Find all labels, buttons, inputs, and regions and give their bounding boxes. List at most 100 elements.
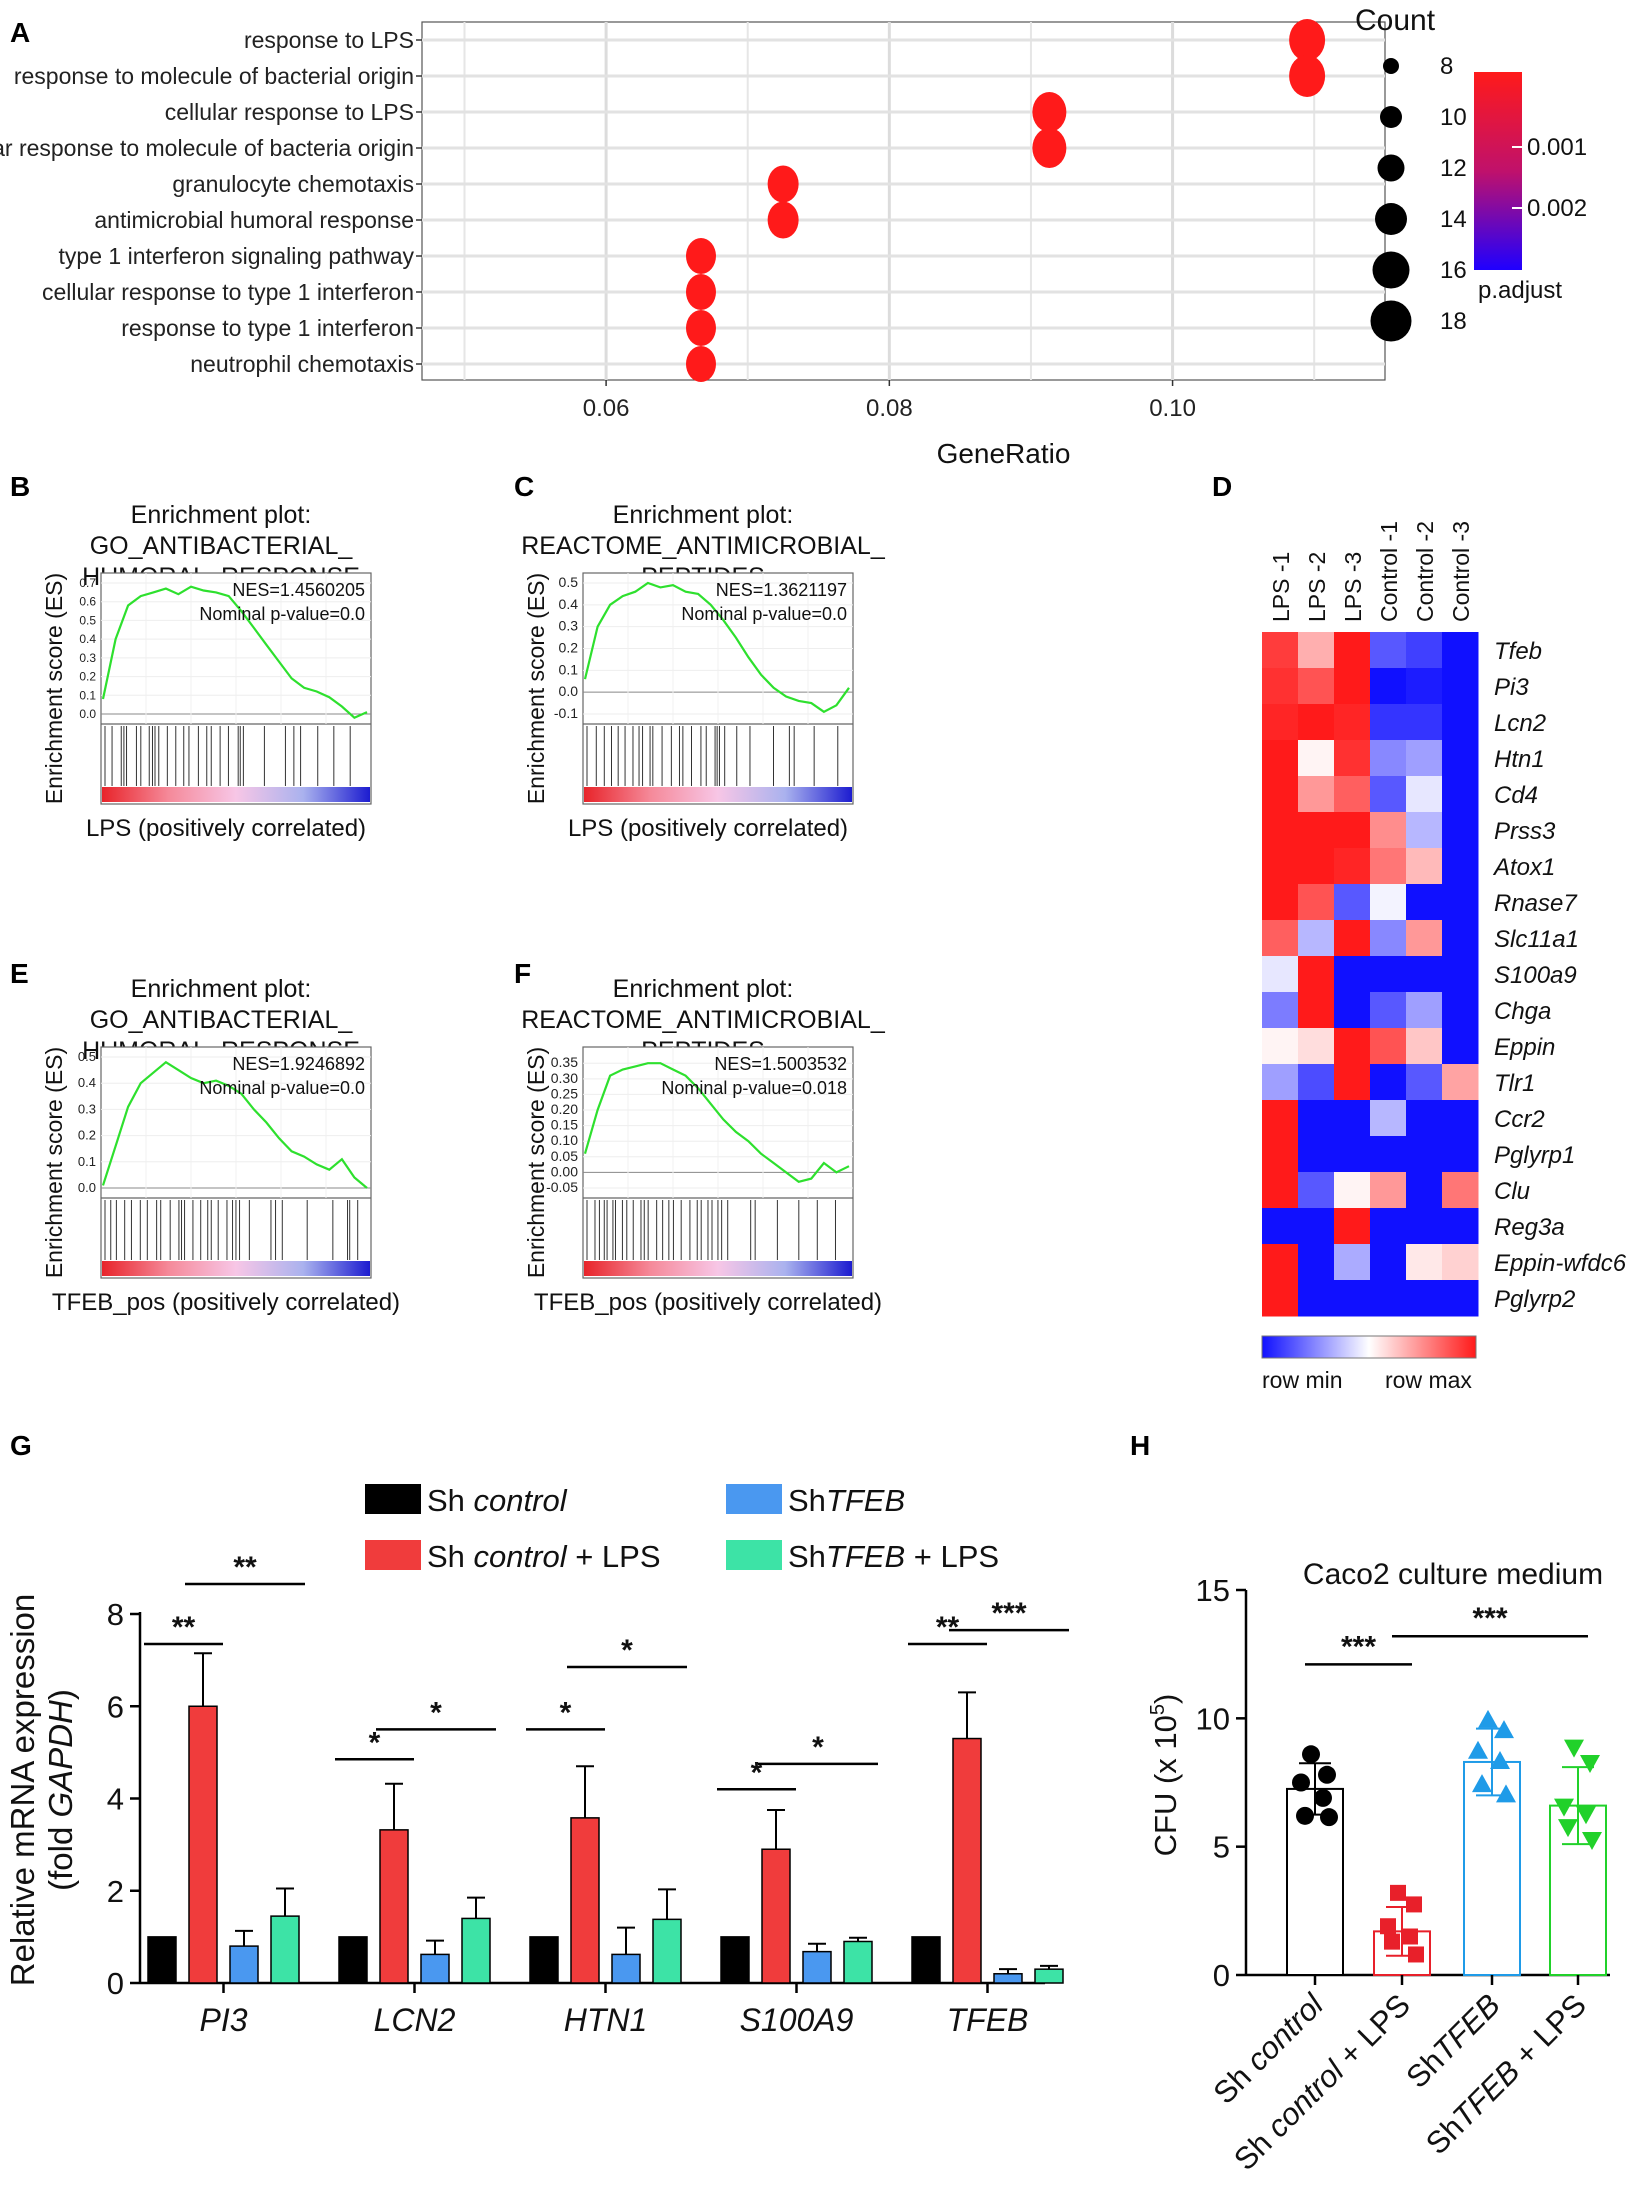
significance-label: * [430, 1696, 442, 1729]
bar-mark [720, 1936, 750, 1984]
legend-min-label: row min [1262, 1367, 1343, 1393]
bar-mark [147, 1936, 177, 1984]
es-curve [101, 1060, 368, 1189]
text-span: TFEB [826, 1483, 905, 1518]
pvalue-label: Nominal p-value=0.0 [199, 604, 365, 624]
y-tick-label: 0.0 [559, 683, 579, 699]
bar-mark [461, 1917, 491, 1984]
data-point [1384, 1933, 1400, 1950]
es-curve [101, 585, 368, 719]
heatmap-cell [1298, 668, 1335, 705]
y-axis-label: CFU (x 105) [1147, 1694, 1183, 1857]
y-tick-label: response to type 1 interferon [121, 315, 414, 341]
heatmap-cell [1406, 1136, 1443, 1173]
heatmap-cell [1406, 668, 1443, 705]
bar-mark [229, 1945, 259, 1984]
heatmap-cell [1334, 992, 1371, 1029]
x-tick-label: TFEB [947, 2002, 1029, 2038]
color-bar-title: p.adjust [1478, 277, 1562, 304]
y-tick-label: 0.20 [551, 1101, 578, 1117]
heatmap-cell [1442, 1064, 1479, 1101]
y-tick-label: 8 [107, 1597, 124, 1632]
heatmap-row-label: Pglyrp1 [1494, 1142, 1575, 1169]
count-legend-label: 18 [1440, 308, 1467, 335]
y-tick-label: response to LPS [244, 27, 414, 53]
legend-max-label: row max [1385, 1367, 1472, 1393]
dot-mark [685, 310, 716, 346]
heatmap-cell [1442, 1244, 1479, 1281]
panel-b-enrichment-plot: Enrichment plot:GO_ANTIBACTERIAL_HUMORAL… [41, 501, 372, 842]
panel-d-heatmap: LPS -1 LPS -2 LPS -3 Control -1 Control -2 Co… [1261, 521, 1627, 1393]
y-tick-label: 0.3 [79, 651, 96, 665]
count-legend-label: 16 [1440, 257, 1467, 284]
x-tick-label: PI3 [199, 2002, 247, 2038]
heatmap-cell [1406, 704, 1443, 741]
text-span: TFEB [1426, 1987, 1507, 2068]
heatmap-row-label: Rnase7 [1494, 890, 1578, 917]
y-tick-label: 0 [107, 1966, 124, 2001]
heatmap-cell [1334, 812, 1371, 849]
bar-mark [420, 1953, 450, 1984]
heatmap-cell [1334, 632, 1371, 669]
text-span: Sh [427, 1539, 474, 1574]
data-point [1478, 1709, 1498, 1728]
y-tick-label: 0.5 [559, 574, 579, 590]
dot-mark [1289, 55, 1326, 97]
heatmap-cell [1370, 1172, 1407, 1209]
y-axis-label: Relative mRNA expression [4, 1594, 41, 1987]
heatmap-row-label: S100a9 [1494, 962, 1577, 989]
rank-color-bar [584, 787, 852, 802]
data-point [1380, 1918, 1396, 1935]
heatmap-cell [1262, 704, 1299, 741]
y-tick-label: 0.4 [559, 596, 579, 612]
x-tick-label: 0.08 [866, 395, 913, 422]
panel-letter-c: C [514, 471, 534, 502]
text-span: ) [42, 1689, 79, 1700]
heatmap-column-label: LPS -3 [1340, 552, 1366, 622]
plot-frame [421, 21, 1386, 381]
heatmap-row-label: Eppin-wfdc6 [1494, 1250, 1627, 1277]
heatmap-cell [1298, 1100, 1335, 1137]
heatmap-cell [1370, 1280, 1407, 1317]
bar-mark [911, 1936, 941, 1984]
heatmap-cell [1442, 740, 1479, 777]
heatmap-row-label: Tfeb [1494, 638, 1542, 665]
heatmap-cell [1334, 1100, 1371, 1137]
heatmap-cell [1262, 1136, 1299, 1173]
dot-mark [1032, 128, 1067, 168]
y-tick-label: 0.5 [79, 613, 96, 627]
dot-mark [1289, 19, 1326, 61]
heatmap-cell [1298, 812, 1335, 849]
text-span: CFU (x 10 [1148, 1715, 1183, 1856]
data-point [1554, 1798, 1574, 1817]
y-tick-label: 6 [107, 1689, 124, 1724]
heatmap-cell [1298, 1244, 1335, 1281]
y-axis-label: Enrichment score (ES) [523, 1047, 549, 1278]
heatmap-cell [1262, 1280, 1299, 1317]
heatmap-row-label: Atox1 [1492, 854, 1555, 881]
y-tick-label: 0.10 [551, 1132, 578, 1148]
heatmap-cell [1442, 704, 1479, 741]
bar-mark [952, 1737, 982, 1984]
legend-label: ShTFEB + LPS [788, 1539, 999, 1574]
x-tick-label: LCN2 [374, 2002, 456, 2038]
heatmap-cell [1370, 1064, 1407, 1101]
heatmap-row-label: Chga [1494, 998, 1551, 1025]
y-axis-label: Enrichment score (ES) [523, 573, 549, 804]
heatmap-cell [1442, 1280, 1479, 1317]
data-point [1494, 1720, 1514, 1739]
y-tick-label: neutrophil chemotaxis [190, 351, 414, 377]
heatmap-cell [1334, 1028, 1371, 1065]
heatmap-row-label: Pglyrp2 [1494, 1286, 1575, 1313]
dot-mark [767, 201, 799, 239]
bar-mark [761, 1848, 791, 1984]
significance-label: * [369, 1726, 381, 1759]
y-tick-label: 0.30 [551, 1070, 578, 1086]
legend-swatch [726, 1484, 782, 1514]
heatmap-row-label: Reg3a [1494, 1214, 1565, 1241]
y-tick-label: cellular response to type 1 interferon [42, 279, 414, 305]
y-tick-label: type 1 interferon signaling pathway [59, 243, 415, 269]
data-point [1318, 1765, 1336, 1784]
heatmap-cell [1262, 1208, 1299, 1245]
